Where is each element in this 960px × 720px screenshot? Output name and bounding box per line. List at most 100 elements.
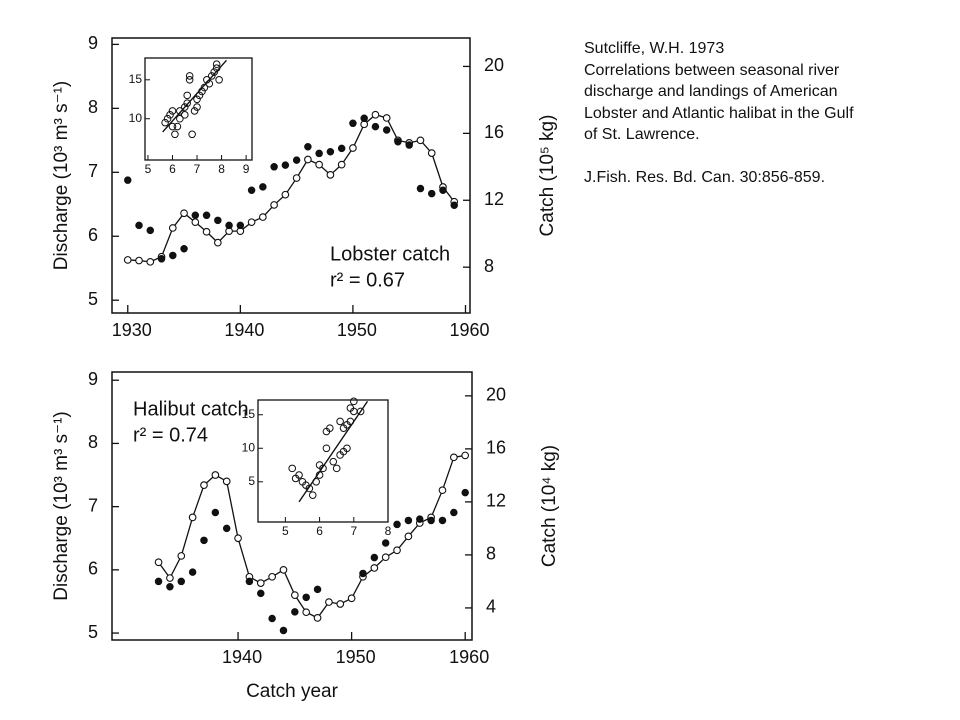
filled-point	[236, 221, 245, 230]
open-point	[325, 598, 333, 606]
inset-point	[198, 87, 206, 96]
inset-point	[185, 72, 194, 80]
filled-point	[359, 569, 367, 578]
plot-frame	[111, 37, 471, 314]
x-tick-label: 1940	[224, 320, 264, 340]
inset-point	[291, 474, 300, 483]
y-tick-label: 9	[88, 369, 98, 389]
inset-point	[161, 118, 169, 127]
open-point	[416, 136, 425, 145]
inset-point	[180, 103, 189, 111]
filled-point	[394, 137, 402, 146]
inset-point	[336, 417, 344, 426]
inset-x-tick-label: 6	[169, 162, 176, 176]
open-point	[234, 534, 242, 543]
open-point	[154, 558, 163, 567]
annotation: Lobster catch	[330, 243, 450, 265]
inset-point	[185, 76, 194, 84]
citation-title: of St. Lawrence.	[584, 126, 700, 143]
y2-tick-label: 8	[484, 256, 494, 276]
open-point	[191, 218, 200, 227]
inset-point	[188, 130, 196, 139]
citation-author: Sutcliffe, W.H. 1973	[584, 40, 725, 57]
filled-point	[247, 186, 256, 194]
y2-axis-label: Catch (10⁵ kg)	[537, 115, 558, 237]
y-tick-label: 5	[88, 289, 98, 309]
inset-point	[288, 464, 297, 473]
open-point	[349, 144, 357, 152]
inset-point	[210, 68, 219, 76]
y-axis-label: Discharge (10³ m³ s⁻¹)	[51, 81, 72, 271]
open-point	[393, 546, 401, 555]
open-point	[292, 174, 301, 182]
x-tick-label: 1960	[449, 647, 489, 667]
inset-x-tick-label: 7	[350, 524, 357, 538]
inset-point	[315, 471, 324, 479]
open-point	[347, 594, 356, 603]
inset-frame	[257, 399, 389, 523]
filled-point	[225, 221, 233, 230]
annotation: r² = 0.74	[133, 424, 208, 446]
inset-point	[168, 122, 177, 131]
y-tick-label: 8	[88, 97, 98, 117]
inset-point	[329, 457, 338, 466]
inset-point	[332, 464, 341, 473]
open-point	[279, 565, 288, 574]
filled-point	[180, 245, 188, 253]
inset-point	[183, 99, 192, 107]
inset-x-tick-label: 7	[194, 162, 201, 176]
open-point	[188, 513, 197, 522]
inset-point	[346, 417, 355, 426]
inset-point	[176, 107, 184, 115]
filled-point	[416, 515, 424, 523]
inset-point	[322, 444, 331, 453]
inset-point	[183, 91, 192, 100]
filled-point	[439, 186, 447, 194]
open-point	[313, 614, 322, 622]
filled-point	[315, 149, 323, 158]
open-point	[177, 552, 186, 560]
filled-point	[154, 577, 163, 586]
open-point	[315, 160, 323, 169]
y2-tick-label: 12	[486, 491, 506, 511]
filled-point	[461, 488, 469, 497]
inset-point	[308, 491, 317, 499]
filled-point	[270, 163, 278, 171]
annotation: r² = 0.67	[330, 269, 405, 291]
filled-point	[291, 608, 299, 616]
filled-point	[268, 614, 276, 623]
open-point	[290, 591, 299, 599]
filled-point	[135, 221, 143, 230]
inset-point	[200, 83, 209, 92]
inset-x-tick-label: 6	[316, 524, 323, 538]
x-tick-label: 1960	[449, 320, 489, 340]
open-point	[370, 564, 379, 572]
y-tick-label: 9	[88, 33, 98, 53]
y2-tick-label: 4	[486, 597, 496, 617]
inset-point	[319, 464, 327, 473]
filled-point	[245, 577, 254, 586]
fit-line	[162, 59, 227, 133]
open-point	[382, 114, 391, 122]
y2-tick-label: 20	[486, 385, 506, 405]
y-tick-label: 6	[88, 559, 98, 579]
inset-point	[312, 477, 320, 486]
open-point	[123, 256, 132, 264]
figure: 5 6 7 8 9 8 12 16 20 1930 1940 1950 1960 Discharge (1…	[51, 33, 560, 702]
inset-point	[176, 114, 184, 123]
y2-tick-label: 12	[484, 189, 504, 209]
filled-point	[427, 189, 436, 198]
filled-point	[166, 582, 174, 591]
y2-tick-label: 20	[484, 55, 504, 75]
inset-point	[166, 111, 174, 119]
inset-point	[193, 95, 201, 104]
x-tick-label: 1930	[112, 320, 152, 340]
open-point	[256, 579, 265, 587]
inset-x-tick-label: 8	[385, 524, 392, 538]
open-point	[461, 451, 470, 460]
filled-point	[200, 536, 208, 545]
inset-y-tick-label: 5	[248, 474, 255, 488]
series-line	[158, 454, 466, 619]
filled-point	[450, 508, 458, 517]
inset-x-tick-label: 9	[243, 162, 250, 176]
